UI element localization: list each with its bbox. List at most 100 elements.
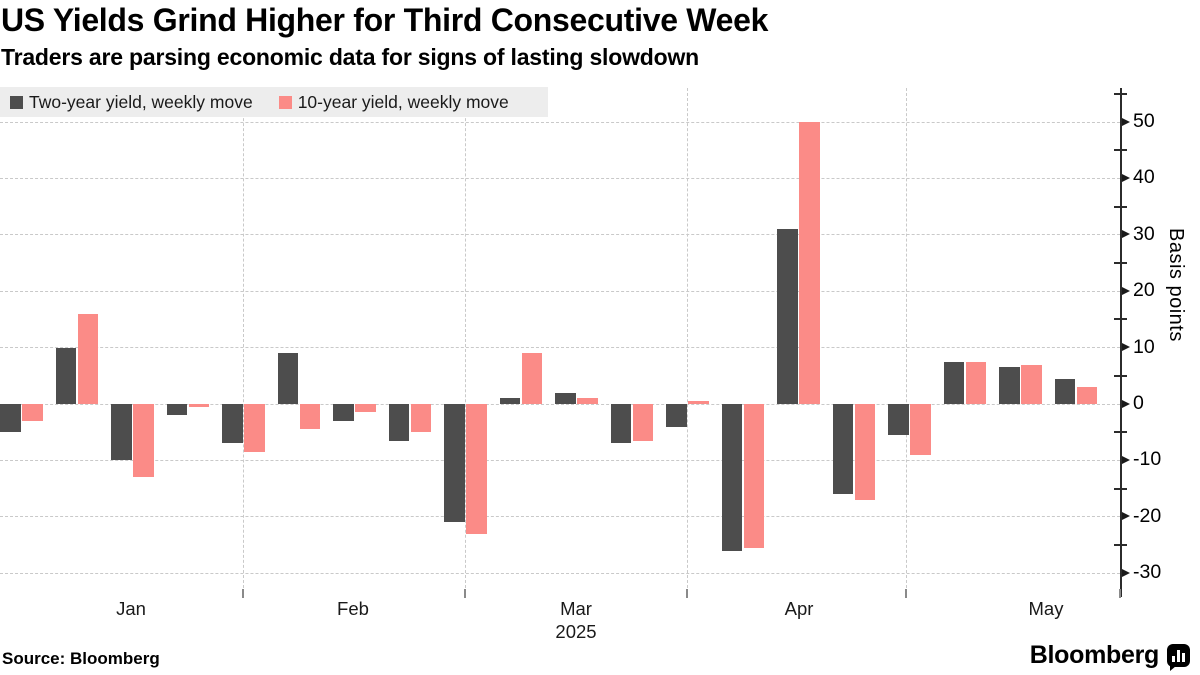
y-tick-label--10: -10	[1133, 448, 1162, 471]
y-tick-label--20: -20	[1133, 504, 1162, 527]
bar-ten-year-week-18	[965, 361, 986, 404]
bar-two-year-week-5	[222, 404, 243, 444]
x-axis-year-label: 2025	[555, 621, 597, 642]
y-tick-label--30: -30	[1133, 561, 1162, 584]
bar-ten-year-week-2	[77, 313, 98, 404]
x-tick-4	[905, 589, 907, 598]
gridline-y-30	[0, 234, 1120, 236]
gridline-month-boundary-4	[905, 88, 907, 588]
legend: Two-year yield, weekly move 10-year yiel…	[0, 87, 548, 117]
legend-item-two-year: Two-year yield, weekly move	[10, 92, 253, 113]
y-tick-label-40: 40	[1133, 166, 1155, 189]
icon-bar-small	[1172, 656, 1175, 662]
y-major-tick-50	[1121, 117, 1130, 126]
bar-ten-year-week-17	[910, 404, 931, 455]
ten-year-swatch-icon	[278, 95, 292, 109]
bloomberg-chart-bubble-icon	[1167, 644, 1190, 671]
y-tick-label-50: 50	[1133, 110, 1155, 132]
x-tick-3	[686, 589, 688, 598]
y-major-tick--30	[1121, 568, 1130, 577]
bar-two-year-week-3	[111, 404, 132, 461]
source-note: Source: Bloomberg	[2, 649, 160, 668]
x-tick-1	[242, 589, 244, 598]
bar-two-year-week-17	[888, 404, 909, 436]
x-tick-5	[1119, 589, 1121, 598]
gridline-y--30	[0, 572, 1120, 574]
bar-ten-year-week-3	[133, 404, 154, 478]
icon-bar-medium	[1182, 653, 1185, 662]
bar-two-year-week-7	[333, 404, 354, 421]
bar-ten-year-week-1	[22, 404, 43, 421]
y-major-tick-40	[1121, 173, 1130, 182]
bar-two-year-week-1	[0, 404, 21, 433]
gridline-month-boundary-1	[242, 88, 244, 588]
y-major-tick--20	[1121, 512, 1130, 521]
y-minor-tick-55	[1113, 92, 1127, 95]
bar-ten-year-week-16	[854, 404, 875, 500]
bar-two-year-week-4	[166, 404, 187, 416]
bar-ten-year-week-9	[466, 404, 487, 534]
bar-two-year-week-20	[1054, 378, 1075, 404]
bar-two-year-week-18	[943, 361, 964, 404]
y-minor-tick-25	[1113, 262, 1127, 264]
bar-ten-year-week-12	[632, 404, 653, 441]
y-axis-line	[1119, 88, 1122, 597]
y-tick-label-10: 10	[1133, 335, 1155, 358]
bar-ten-year-week-7	[355, 404, 376, 413]
gridline-y-50	[0, 121, 1120, 123]
bar-ten-year-week-10	[521, 353, 542, 404]
y-minor-tick-5	[1113, 374, 1127, 377]
gridline-month-boundary-2	[464, 88, 466, 588]
y-minor-tick-15	[1113, 318, 1127, 321]
gridline-month-boundary-3	[686, 88, 688, 588]
bar-ten-year-week-4	[188, 404, 209, 407]
y-major-tick-20	[1121, 286, 1130, 295]
bar-ten-year-week-6	[299, 404, 320, 430]
legend-item-ten-year: 10-year yield, weekly move	[278, 91, 509, 113]
bar-two-year-week-8	[388, 404, 409, 441]
y-minor-tick-45	[1113, 149, 1127, 152]
bar-ten-year-week-19	[1021, 364, 1042, 404]
bloomberg-logo: Bloomberg	[1030, 641, 1190, 671]
gridline-y-20	[0, 290, 1120, 292]
bar-two-year-week-15	[777, 229, 798, 404]
page-title: US Yields Grind Higher for Third Consecu…	[1, 2, 769, 38]
bar-two-year-week-9	[444, 404, 465, 523]
legend-label-two-year: Two-year yield, weekly move	[29, 91, 253, 112]
two-year-swatch-icon	[10, 95, 23, 109]
bar-ten-year-week-20	[1076, 387, 1097, 404]
bar-two-year-week-19	[999, 367, 1020, 404]
y-minor-tick-35	[1113, 205, 1127, 208]
y-minor-tick--5	[1113, 431, 1127, 434]
y-major-tick--10	[1121, 455, 1130, 464]
month-label-apr: Apr	[784, 598, 814, 619]
y-major-tick-0	[1121, 399, 1130, 408]
page-subtitle: Traders are parsing economic data for si…	[1, 44, 699, 70]
y-tick-label-0: 0	[1133, 392, 1144, 414]
bar-two-year-week-14	[721, 404, 742, 551]
gridline-y-40	[0, 177, 1120, 179]
y-axis-title: Basis points	[1165, 228, 1187, 342]
bar-ten-year-week-8	[410, 404, 431, 433]
y-minor-tick--15	[1113, 487, 1127, 490]
month-label-mar: Mar	[560, 598, 592, 619]
bar-ten-year-week-14	[743, 404, 764, 548]
bubble-tail	[1170, 666, 1176, 671]
gridline-y--20	[0, 516, 1120, 518]
bar-two-year-week-10	[499, 398, 520, 404]
month-label-feb: Feb	[337, 598, 369, 619]
x-tick-2	[464, 589, 466, 598]
y-minor-tick--25	[1113, 544, 1127, 546]
legend-label-ten-year: 10-year yield, weekly move	[297, 91, 509, 112]
bar-two-year-week-11	[555, 392, 576, 404]
gridline-y--10	[0, 459, 1120, 461]
bar-ten-year-week-13	[688, 401, 709, 404]
gridline-y-0	[0, 403, 1120, 405]
bar-two-year-week-16	[832, 404, 853, 495]
bar-ten-year-week-15	[799, 122, 820, 404]
month-label-may: May	[1028, 598, 1064, 619]
bar-two-year-week-12	[610, 404, 631, 444]
gridline-y-10	[0, 347, 1120, 349]
y-major-tick-30	[1121, 230, 1130, 239]
